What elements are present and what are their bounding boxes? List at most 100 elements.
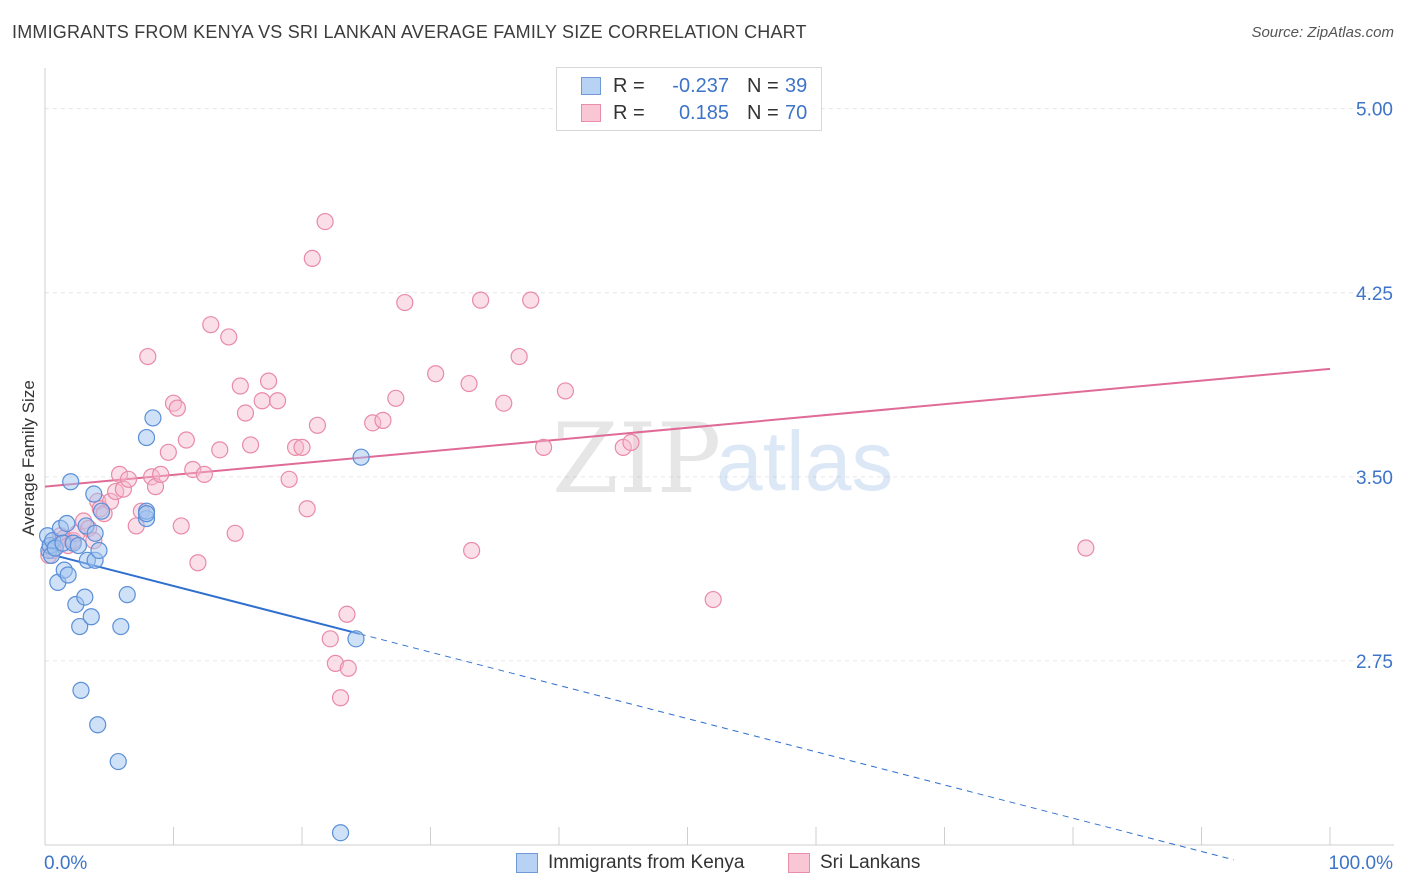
axes [44, 68, 1394, 846]
source-label: Source: ZipAtlas.com [1251, 24, 1394, 41]
legend-item-srilanka: Sri Lankans [788, 852, 920, 874]
watermark-atlas: atlas [716, 414, 893, 508]
kenya-point [72, 681, 90, 699]
x-tick-labels: 0.0% 100.0% [44, 853, 1393, 874]
srilanka-trend-line [44, 367, 1331, 488]
legend-row-srilanka: R = 0.185 N = 70 [581, 100, 807, 126]
kenya-point [92, 502, 111, 520]
srilanka-swatch [581, 104, 601, 122]
srilanka-r-value: 0.185 [678, 101, 729, 124]
kenya-point [347, 630, 365, 648]
srilanka-point [495, 394, 513, 412]
srilanka-point [387, 389, 405, 407]
srilanka-point [534, 438, 553, 456]
kenya-legend-label: Immigrants from Kenya [548, 852, 745, 873]
legend-item-kenya: Immigrants from Kenya [516, 852, 744, 874]
kenya-point [137, 428, 156, 447]
y-tick-label: 5.00 [1356, 100, 1393, 121]
srilanka-n-value: 70 [785, 101, 808, 124]
srilanka-point [338, 605, 356, 623]
srilanka-point [236, 404, 255, 422]
kenya-point [118, 586, 136, 604]
srilanka-point [202, 316, 220, 334]
kenya-r-value: -0.237 [672, 74, 729, 97]
kenya-point [82, 608, 100, 626]
kenya-point [112, 617, 130, 636]
srilanka-point [303, 249, 321, 267]
srilanka-point [622, 433, 640, 452]
y-axis-label: Average Family Size [19, 380, 38, 536]
srilanka-point [211, 441, 229, 459]
kenya-legend-swatch [516, 853, 538, 873]
srilanka-point [460, 374, 478, 393]
y-tick-label: 4.25 [1356, 284, 1393, 305]
kenya-point [89, 716, 107, 734]
srilanka-point [177, 431, 195, 449]
watermark-zip: ZIP [552, 403, 721, 515]
series-kenya [38, 409, 370, 842]
n-label: N = [747, 101, 779, 124]
correlation-legend: R = -0.237 N = 39 R = 0.185 N = 70 [556, 67, 822, 131]
y-tick-labels: 2.75 3.50 4.25 5.00 [1356, 100, 1393, 673]
watermark: ZIP atlas [552, 403, 893, 515]
srilanka-point [427, 365, 445, 383]
kenya-point [85, 485, 103, 503]
srilanka-point [189, 554, 207, 572]
srilanka-point [253, 392, 271, 410]
y-tick-label: 2.75 [1356, 652, 1393, 673]
srilanka-point [293, 438, 311, 456]
srilanka-point [139, 347, 157, 366]
srilanka-legend-swatch [788, 853, 810, 873]
kenya-swatch [581, 77, 601, 95]
kenya-point [62, 473, 80, 491]
srilanka-point [119, 470, 138, 488]
srilanka-point [220, 328, 238, 346]
srilanka-point [308, 416, 327, 434]
srilanka-point [331, 689, 350, 707]
grid-lines [45, 108, 1390, 662]
kenya-point [69, 536, 88, 555]
kenya-point [58, 514, 76, 533]
srilanka-point [168, 399, 186, 417]
srilanka-point [704, 590, 722, 609]
kenya-n-value: 39 [785, 74, 808, 97]
kenya-point [59, 566, 77, 584]
kenya-point [331, 824, 350, 842]
x-tick-label: 100.0% [1329, 853, 1394, 874]
srilanka-point [226, 524, 244, 542]
kenya-point [137, 505, 156, 523]
x-tick-label: 0.0% [44, 853, 87, 874]
srilanka-point [463, 541, 481, 560]
chart-title: IMMIGRANTS FROM KENYA VS SRI LANKAN AVER… [12, 22, 807, 42]
srilanka-point [1077, 539, 1095, 557]
srilanka-point [152, 465, 170, 483]
r-label: R = [613, 101, 645, 124]
srilanka-point [268, 392, 287, 410]
srilanka-point [374, 411, 392, 429]
srilanka-point [159, 443, 177, 461]
srilanka-point [280, 470, 298, 488]
srilanka-point [556, 382, 575, 400]
y-tick-label: 3.50 [1356, 468, 1393, 489]
srilanka-point [231, 377, 249, 395]
srilanka-point [114, 480, 132, 498]
n-label: N = [747, 74, 779, 97]
srilanka-point [286, 438, 305, 456]
srilanka-point [339, 659, 357, 677]
series-sri-lankans [40, 212, 1095, 707]
kenya-trend-extension [359, 633, 1234, 861]
srilanka-point [316, 212, 334, 231]
srilanka-point [510, 347, 528, 366]
srilanka-point [298, 500, 316, 518]
kenya-point [86, 524, 104, 542]
kenya-point [144, 409, 162, 427]
srilanka-point [172, 517, 190, 535]
srilanka-point [259, 372, 278, 390]
series-legend: Immigrants from Kenya Sri Lankans [0, 852, 1406, 878]
kenya-point [352, 448, 370, 466]
kenya-point [109, 752, 127, 771]
srilanka-point [321, 630, 339, 648]
srilanka-point [195, 465, 213, 483]
kenya-point [76, 588, 94, 606]
